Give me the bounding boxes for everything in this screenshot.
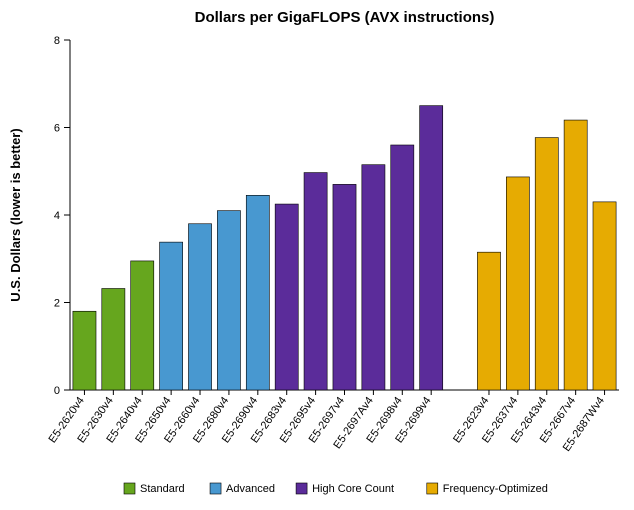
bar [535,138,558,390]
gigaflops-bar-chart: Dollars per GigaFLOPS (AVX instructions)… [0,0,634,510]
bar [362,165,385,390]
legend-swatch [124,483,135,494]
legend-label: Advanced [226,483,275,495]
bar [420,106,443,390]
bar [102,289,125,391]
bar [477,252,500,390]
legend-swatch [296,483,307,494]
bar [217,211,240,390]
legend-label: Frequency-Optimized [443,483,548,495]
bar [333,184,356,390]
legend-label: Standard [140,483,185,495]
bar [564,120,587,390]
legend-swatch [210,483,221,494]
bar [246,195,269,390]
y-axis-label: U.S. Dollars (lower is better) [8,128,23,301]
legend-label: High Core Count [312,483,394,495]
bar [188,224,211,390]
legend-swatch [427,483,438,494]
chart-title: Dollars per GigaFLOPS (AVX instructions) [195,9,495,26]
y-tick-label: 6 [54,123,60,135]
bar [391,145,414,390]
bar [304,173,327,390]
bar [593,202,616,390]
y-tick-label: 8 [54,35,60,47]
bar [275,204,298,390]
bar [73,311,96,390]
bar [506,177,529,390]
bar [160,242,183,390]
y-tick-label: 2 [54,298,60,310]
y-tick-label: 0 [54,385,60,397]
bar [131,261,154,390]
y-tick-label: 4 [54,210,60,222]
